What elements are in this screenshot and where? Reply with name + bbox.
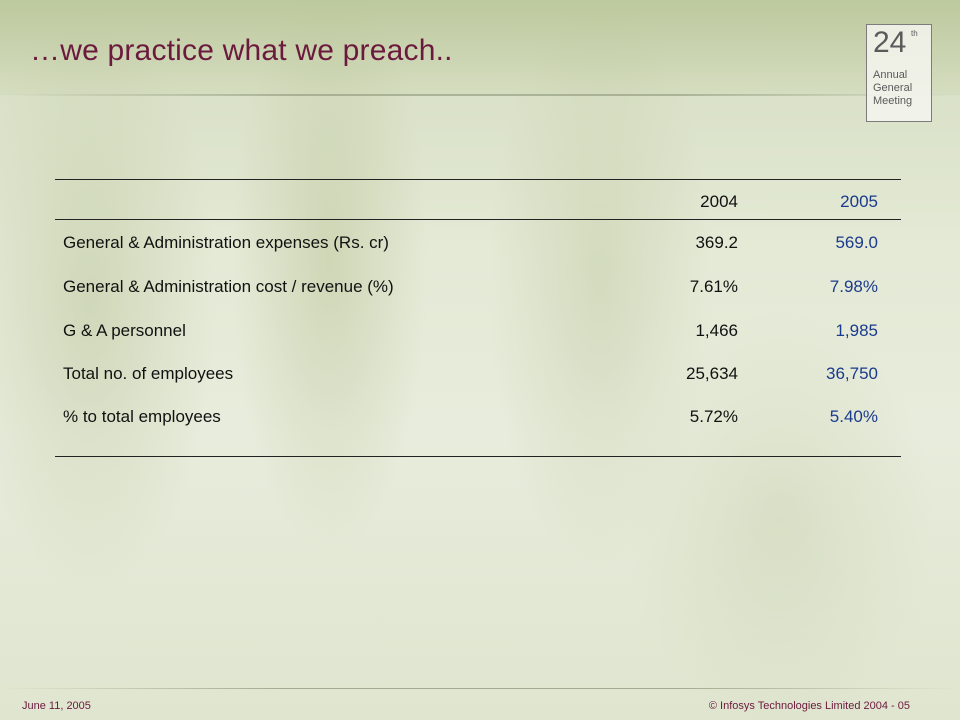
row-value-2004: 1,466 xyxy=(695,321,738,340)
table-header-rule xyxy=(55,219,901,220)
table-row: G & A personnel 1,466 1,985 xyxy=(55,321,901,343)
table-header-row: 2004 2005 xyxy=(55,192,901,214)
table-row: General & Administration expenses (Rs. c… xyxy=(55,233,901,255)
logo-superscript: th xyxy=(911,29,918,38)
logo-line-general: General xyxy=(873,82,913,94)
table-row: Total no. of employees 25,634 36,750 xyxy=(55,364,901,386)
row-label: Total no. of employees xyxy=(63,364,234,383)
row-label: G & A personnel xyxy=(63,321,186,340)
table-row: General & Administration cost / revenue … xyxy=(55,277,901,299)
row-value-2005: 5.40% xyxy=(829,407,878,426)
header-2005: 2005 xyxy=(840,192,878,211)
row-value-2004: 369.2 xyxy=(695,233,738,252)
footer-date: June 11, 2005 xyxy=(22,700,91,712)
row-value-2005: 569.0 xyxy=(835,233,878,252)
row-label: General & Administration expenses (Rs. c… xyxy=(63,233,389,252)
row-value-2004: 25,634 xyxy=(686,364,738,383)
logo-reflection xyxy=(868,120,930,134)
logo-line-annual: Annual xyxy=(873,69,908,81)
header-2004: 2004 xyxy=(700,192,738,211)
footer-copyright: © Infosys Technologies Limited 2004 - 05 xyxy=(708,700,910,712)
row-value-2005: 7.98% xyxy=(829,277,878,296)
row-value-2005: 1,985 xyxy=(835,321,878,340)
row-label: General & Administration cost / revenue … xyxy=(63,277,394,296)
row-value-2004: 5.72% xyxy=(689,407,738,426)
agm-logo: 24 th Annual General Meeting xyxy=(866,24,932,122)
logo-number: 24 xyxy=(873,26,907,59)
row-value-2005: 36,750 xyxy=(826,364,878,383)
title-band xyxy=(0,0,960,95)
table-row: % to total employees 5.72% 5.40% xyxy=(55,407,901,429)
table-bottom-rule xyxy=(55,456,901,457)
table-top-rule xyxy=(55,179,901,180)
slide-title: …we practice what we preach.. xyxy=(30,34,453,67)
title-divider xyxy=(0,94,960,96)
row-label: % to total employees xyxy=(63,407,221,426)
row-value-2004: 7.61% xyxy=(689,277,738,296)
logo-line-meeting: Meeting xyxy=(873,95,913,107)
footer-divider xyxy=(0,688,960,689)
